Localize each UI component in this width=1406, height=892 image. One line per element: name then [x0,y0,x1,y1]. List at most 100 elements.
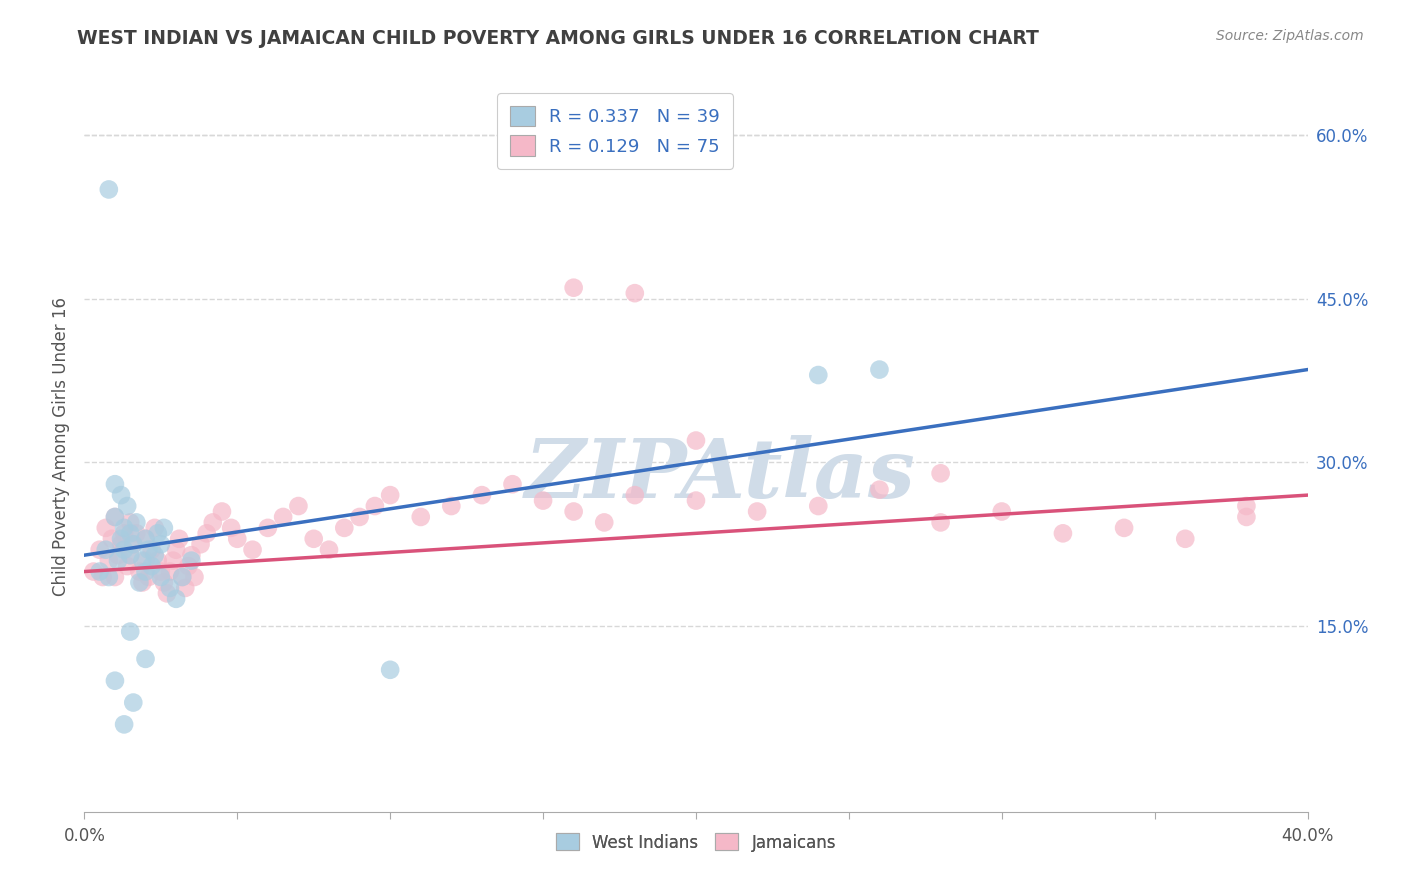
Point [104,510,127,524]
Point [120,516,142,530]
Point [242,542,264,557]
Point [104,570,127,584]
Point [1052,526,1074,541]
Point [149,537,172,551]
Point [110,532,132,546]
Point [107,554,129,568]
Point [991,504,1014,518]
Point [409,510,432,524]
Point [201,516,224,530]
Point [107,548,129,562]
Point [94,521,117,535]
Y-axis label: Child Poverty Among Girls Under 16: Child Poverty Among Girls Under 16 [52,296,70,596]
Point [143,548,166,562]
Point [120,526,142,541]
Point [271,510,294,524]
Point [89,565,111,579]
Point [1174,532,1197,546]
Point [167,532,190,546]
Legend: West Indians, Jamaicans: West Indians, Jamaicans [548,827,844,858]
Point [135,565,157,579]
Text: Source: ZipAtlas.com: Source: ZipAtlas.com [1216,29,1364,43]
Point [141,542,163,557]
Point [869,362,891,376]
Point [143,521,166,535]
Point [318,542,340,557]
Point [141,559,163,574]
Point [125,526,148,541]
Point [110,537,132,551]
Point [180,554,202,568]
Point [1114,521,1136,535]
Point [180,548,202,562]
Point [104,510,127,524]
Point [333,521,356,535]
Point [115,559,138,574]
Point [156,586,179,600]
Point [159,565,181,579]
Point [138,570,160,584]
Point [91,570,114,584]
Point [120,548,142,562]
Point [624,488,647,502]
Point [128,575,150,590]
Point [869,483,891,497]
Point [83,565,105,579]
Point [302,532,325,546]
Point [190,537,212,551]
Point [89,542,111,557]
Point [929,467,952,481]
Point [131,575,153,590]
Point [183,570,205,584]
Point [685,434,707,448]
Point [165,542,187,557]
Point [135,532,157,546]
Point [115,499,138,513]
Point [159,581,181,595]
Point [138,542,160,557]
Point [112,542,135,557]
Point [135,554,157,568]
Point [380,488,402,502]
Point [122,537,145,551]
Point [747,504,769,518]
Point [624,286,647,301]
Point [440,499,463,513]
Point [380,663,402,677]
Point [1236,510,1258,524]
Point [226,532,249,546]
Point [177,559,200,574]
Point [122,696,145,710]
Point [122,537,145,551]
Point [94,542,117,557]
Point [502,477,524,491]
Point [97,182,120,196]
Point [101,532,124,546]
Point [153,575,176,590]
Point [531,493,554,508]
Point [120,548,142,562]
Point [146,554,169,568]
Point [112,521,135,535]
Point [593,516,616,530]
Point [1236,499,1258,513]
Point [104,673,127,688]
Point [149,565,172,579]
Point [562,281,585,295]
Point [471,488,494,502]
Text: WEST INDIAN VS JAMAICAN CHILD POVERTY AMONG GIRLS UNDER 16 CORRELATION CHART: WEST INDIAN VS JAMAICAN CHILD POVERTY AM… [77,29,1039,47]
Point [257,521,280,535]
Point [135,652,157,666]
Point [162,554,184,568]
Point [112,717,135,731]
Point [195,526,218,541]
Point [172,570,194,584]
Point [807,499,830,513]
Point [165,591,187,606]
Point [685,493,707,508]
Point [97,554,120,568]
Point [174,581,197,595]
Point [807,368,830,382]
Point [153,521,176,535]
Point [104,477,127,491]
